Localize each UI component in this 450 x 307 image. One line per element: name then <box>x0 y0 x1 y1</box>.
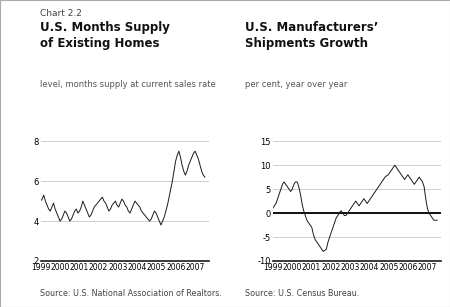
Text: U.S. Manufacturers’
Shipments Growth: U.S. Manufacturers’ Shipments Growth <box>245 21 378 50</box>
Text: Source: U.S. National Association of Realtors.: Source: U.S. National Association of Rea… <box>40 289 222 298</box>
Text: level, months supply at current sales rate: level, months supply at current sales ra… <box>40 80 216 89</box>
Text: Chart 2.2: Chart 2.2 <box>40 9 82 18</box>
Text: Source: U.S. Census Bureau.: Source: U.S. Census Bureau. <box>245 289 360 298</box>
Text: U.S. Months Supply
of Existing Homes: U.S. Months Supply of Existing Homes <box>40 21 171 50</box>
Text: per cent, year over year: per cent, year over year <box>245 80 347 89</box>
